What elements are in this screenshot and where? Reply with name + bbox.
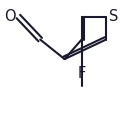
Text: O: O (4, 9, 15, 24)
Text: F: F (77, 66, 86, 81)
Text: S: S (109, 9, 118, 24)
